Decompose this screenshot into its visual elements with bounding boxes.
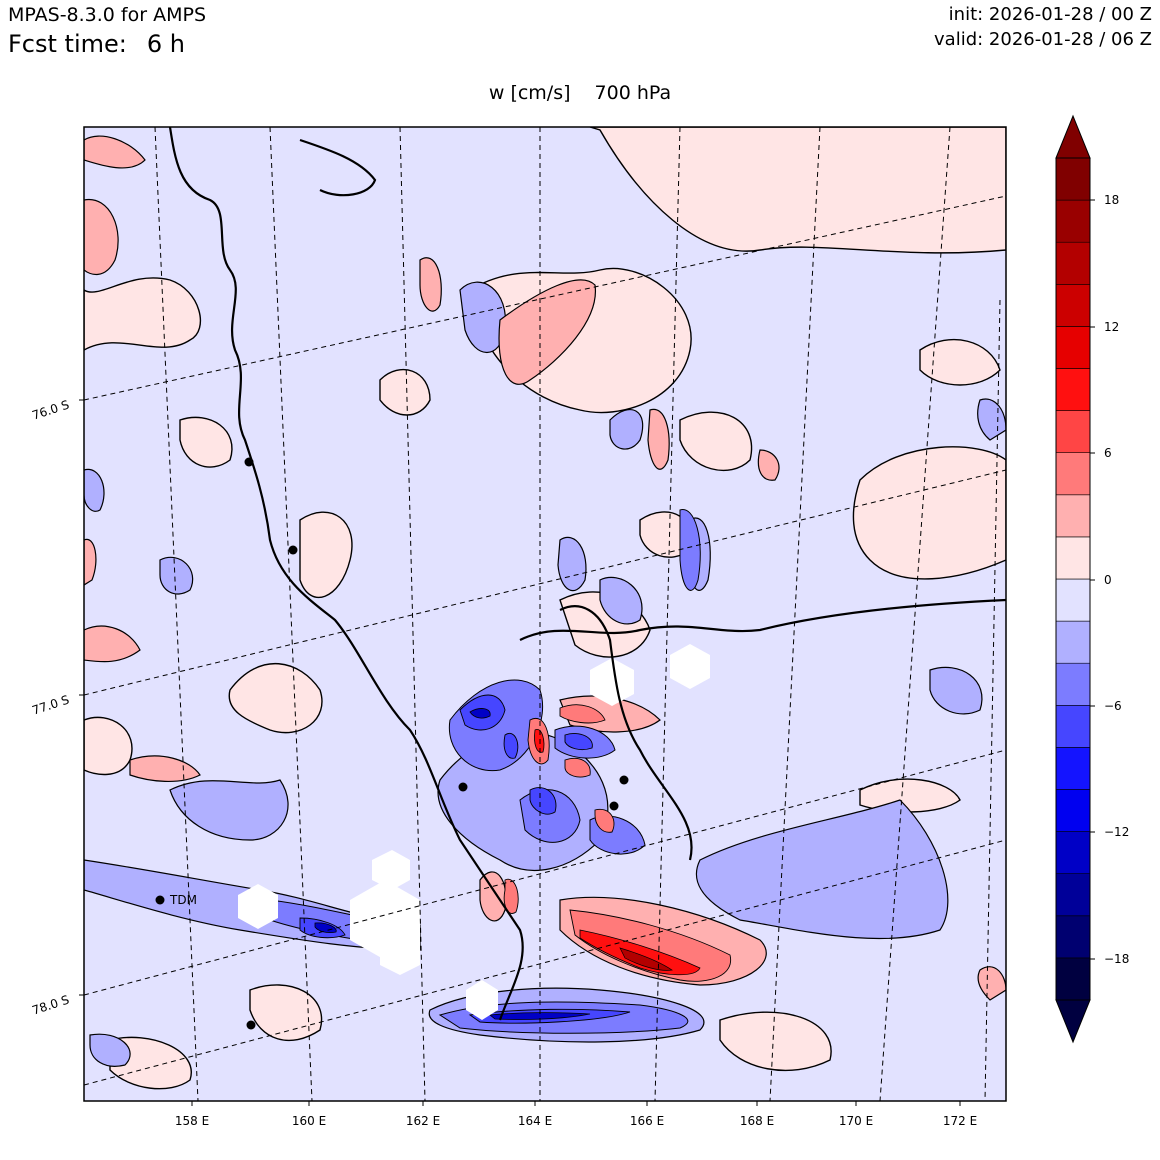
forecast-time-value: 6 h xyxy=(146,30,185,58)
w-positive-weak-regions xyxy=(84,127,1006,1090)
graticule-lon-158 xyxy=(154,127,199,1101)
lon-label-166: 166 E xyxy=(630,1114,664,1128)
graticule-lon-162 xyxy=(399,127,426,1101)
colorbar: 18 12 6 0 −6 −12 −18 xyxy=(1055,114,1129,1044)
colorbar-cell xyxy=(1055,368,1091,411)
plot-level: 700 hPa xyxy=(594,82,672,104)
colorbar-under-arrow xyxy=(1055,999,1091,1044)
station-label-tdm: TDM xyxy=(169,893,197,907)
map-panel: TDM xyxy=(84,127,1006,1101)
station-markers xyxy=(155,457,629,1030)
graticule xyxy=(84,127,1006,1101)
lat-label-78: 78.0 S xyxy=(30,993,71,1018)
station-dot xyxy=(288,545,298,555)
colorbar-label-6: 6 xyxy=(1104,446,1112,460)
colorbar-label-neg18: −18 xyxy=(1104,952,1129,966)
colorbar-cell xyxy=(1055,704,1091,748)
station-dot-tdm xyxy=(155,895,165,905)
init-time: init: 2026-01-28 / 00 Z xyxy=(948,4,1152,25)
station-dot xyxy=(619,775,629,785)
lon-label-158: 158 E xyxy=(175,1114,209,1128)
graticule-lon-168 xyxy=(769,127,821,1101)
colorbar-cell xyxy=(1055,789,1091,832)
w-positive-peak-regions xyxy=(619,947,673,971)
lat-label-76: 76.0 S xyxy=(30,398,71,423)
colorbar-cell xyxy=(1055,199,1091,243)
valid-time: valid: 2026-01-28 / 06 Z xyxy=(934,29,1152,50)
plot-variable: w [cm/s] xyxy=(488,82,571,104)
w-positive-core-regions xyxy=(534,728,701,976)
colorbar-cell xyxy=(1055,957,1091,1001)
missing-data-patches xyxy=(238,644,710,1020)
colorbar-cell xyxy=(1055,831,1091,874)
station-dot xyxy=(244,457,254,467)
colorbar-cell xyxy=(1055,578,1091,622)
colorbar-label-neg6: −6 xyxy=(1104,699,1122,713)
lat-label-77: 77.0 S xyxy=(30,693,71,718)
colorbar-ticks: 18 12 6 0 −6 −12 −18 xyxy=(1090,193,1129,966)
lon-label-160: 160 E xyxy=(292,1114,326,1128)
plot-title: w [cm/s] 700 hPa xyxy=(0,82,1160,104)
model-name: MPAS-8.3.0 for AMPS xyxy=(8,4,207,26)
colorbar-cell xyxy=(1055,283,1091,327)
colorbar-cell xyxy=(1055,410,1091,454)
lon-label-164: 164 E xyxy=(518,1114,552,1128)
colorbar-cell xyxy=(1055,915,1091,959)
colorbar-cell xyxy=(1055,157,1091,201)
colorbar-label-12: 12 xyxy=(1104,320,1119,334)
colorbar-over-arrow xyxy=(1055,114,1091,159)
forecast-time: Fcst time: 6 h xyxy=(8,30,185,58)
graticule-lon-160 xyxy=(269,127,313,1101)
station-dot xyxy=(609,801,619,811)
colorbar-label-18: 18 xyxy=(1104,193,1119,207)
lon-label-162: 162 E xyxy=(406,1114,440,1128)
colorbar-cell xyxy=(1055,494,1091,538)
map-frame xyxy=(83,126,1007,1102)
lat-tick-labels: 76.0 S 77.0 S 78.0 S xyxy=(30,398,84,1018)
lon-label-170: 170 E xyxy=(839,1114,873,1128)
forecast-time-label: Fcst time: xyxy=(8,30,127,58)
colorbar-cell xyxy=(1055,662,1091,706)
w-negative-core-regions xyxy=(314,708,591,1020)
lon-label-168: 168 E xyxy=(740,1114,774,1128)
lon-tick-labels: 158 E 160 E 162 E 164 E 166 E 168 E 170 … xyxy=(175,1101,977,1128)
coastline xyxy=(168,127,1006,1021)
graticule-lat-78-5 xyxy=(84,839,1006,1086)
colorbar-cell xyxy=(1055,747,1091,790)
colorbar-label-neg12: −12 xyxy=(1104,825,1129,839)
graticule-lon-172 xyxy=(984,299,1001,1101)
graticule-lon-170 xyxy=(879,127,951,1101)
graticule-lon-166 xyxy=(654,127,681,1101)
colorbar-cell xyxy=(1055,241,1091,285)
colorbar-frame xyxy=(1055,157,1091,1001)
colorbar-cell xyxy=(1055,873,1091,917)
colorbar-cell xyxy=(1055,326,1091,369)
colorbar-label-0: 0 xyxy=(1104,573,1112,587)
station-dot xyxy=(246,1020,256,1030)
station-dot xyxy=(458,782,468,792)
graticule-lat-76 xyxy=(84,195,1006,401)
lon-label-172: 172 E xyxy=(943,1114,977,1128)
colorbar-cell xyxy=(1055,452,1091,496)
colorbar-cells xyxy=(1055,157,1091,1001)
graticule-lat-78 xyxy=(84,749,1006,996)
colorbar-cell xyxy=(1055,620,1091,664)
colorbar-cell xyxy=(1055,536,1091,580)
